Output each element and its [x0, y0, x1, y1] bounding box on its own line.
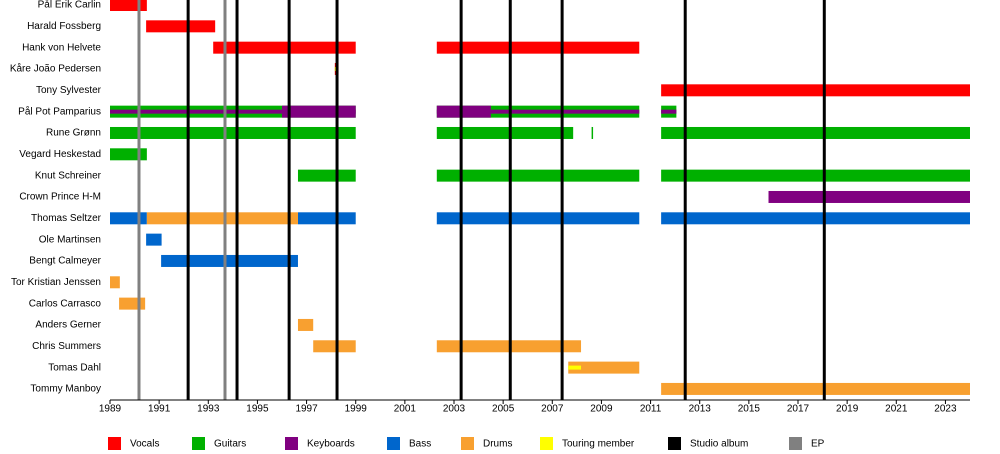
row-label: Tony Sylvester: [36, 85, 102, 96]
role-bar: [110, 212, 147, 225]
x-tick-label: 2005: [492, 404, 515, 415]
x-tick-label: 1999: [345, 404, 368, 415]
legend-swatch: [387, 437, 400, 450]
legend-swatch: [540, 437, 553, 450]
row-label: Pål Erik Carlin: [38, 0, 101, 11]
legend-label: Bass: [409, 439, 431, 450]
role-bar: [661, 126, 970, 139]
legend-label: Vocals: [130, 439, 159, 450]
role-bar: [661, 109, 677, 114]
row-label: Hank von Helvete: [22, 42, 101, 53]
row-label: Rune Grønn: [46, 128, 101, 139]
row-label: Harald Fossberg: [27, 21, 101, 32]
role-bar: [661, 212, 970, 225]
role-bar: [146, 20, 216, 33]
x-tick-label: 2019: [836, 404, 859, 415]
row-label: Bengt Calmeyer: [29, 256, 101, 267]
x-tick-label: 2009: [590, 404, 613, 415]
role-bar: [110, 126, 356, 139]
role-bar: [568, 361, 640, 374]
legend-swatch: [108, 437, 121, 450]
role-bar: [436, 212, 640, 225]
role-bar: [110, 276, 120, 289]
legend-swatch: [789, 437, 802, 450]
x-tick-label: 1989: [99, 404, 122, 415]
row-label: Anders Gerner: [35, 320, 101, 331]
row-label: Tor Kristian Jenssen: [11, 277, 101, 288]
role-bar: [591, 126, 594, 139]
role-bar: [661, 382, 970, 395]
x-tick-label: 2015: [738, 404, 761, 415]
role-bar: [436, 105, 491, 118]
role-bar: [110, 0, 147, 11]
role-bar: [436, 109, 640, 114]
legend-label: Studio album: [690, 439, 748, 450]
row-label: Carlos Carrasco: [29, 298, 102, 309]
x-tick-label: 1995: [246, 404, 269, 415]
role-bar: [436, 126, 574, 139]
x-tick-label: 2003: [443, 404, 466, 415]
role-bar: [297, 169, 356, 182]
row-label: Thomas Seltzer: [31, 213, 102, 224]
legend-swatch: [461, 437, 474, 450]
role-bar: [119, 297, 146, 310]
role-bar: [282, 105, 356, 118]
legend-swatch: [285, 437, 298, 450]
role-bar: [110, 148, 147, 161]
row-label: Tommy Manboy: [30, 384, 101, 395]
x-tick-label: 2023: [934, 404, 957, 415]
legend-swatch: [668, 437, 681, 450]
x-tick-label: 2011: [640, 404, 662, 415]
row-label: Knut Schreiner: [35, 170, 102, 181]
x-tick-label: 2001: [394, 404, 417, 415]
row-label: Chris Summers: [32, 341, 101, 352]
x-tick-label: 1997: [295, 404, 318, 415]
row-label: Tomas Dahl: [48, 362, 101, 373]
role-bar: [568, 365, 582, 370]
role-bar: [161, 254, 298, 267]
role-bar: [661, 169, 970, 182]
legend-label: Touring member: [562, 439, 635, 450]
x-tick-label: 2007: [541, 404, 564, 415]
role-bar: [436, 169, 640, 182]
role-bar: [661, 84, 970, 97]
role-bar: [146, 212, 298, 225]
legend-label: Guitars: [214, 439, 246, 450]
row-label: Kåre João Pedersen: [10, 63, 101, 75]
legend-swatch: [192, 437, 205, 450]
row-label: Crown Prince H-M: [19, 192, 101, 203]
x-tick-label: 2013: [689, 404, 712, 415]
role-bar: [436, 41, 640, 54]
x-tick-label: 2017: [787, 404, 810, 415]
legend-label: EP: [811, 439, 825, 450]
role-bar: [313, 340, 356, 353]
x-tick-label: 1991: [148, 404, 171, 415]
row-label: Vegard Heskestad: [19, 149, 101, 160]
row-label: Pål Pot Pamparius: [18, 105, 101, 117]
row-label: Ole Martinsen: [39, 234, 101, 245]
role-bar: [768, 190, 970, 203]
role-bar: [297, 318, 314, 331]
legend-label: Keyboards: [307, 439, 355, 450]
role-bar: [297, 212, 356, 225]
role-bar: [110, 109, 356, 114]
x-tick-label: 2021: [885, 404, 908, 415]
x-tick-label: 1993: [197, 404, 220, 415]
role-bar: [213, 41, 356, 54]
legend-label: Drums: [483, 439, 512, 450]
role-bar: [146, 233, 162, 246]
